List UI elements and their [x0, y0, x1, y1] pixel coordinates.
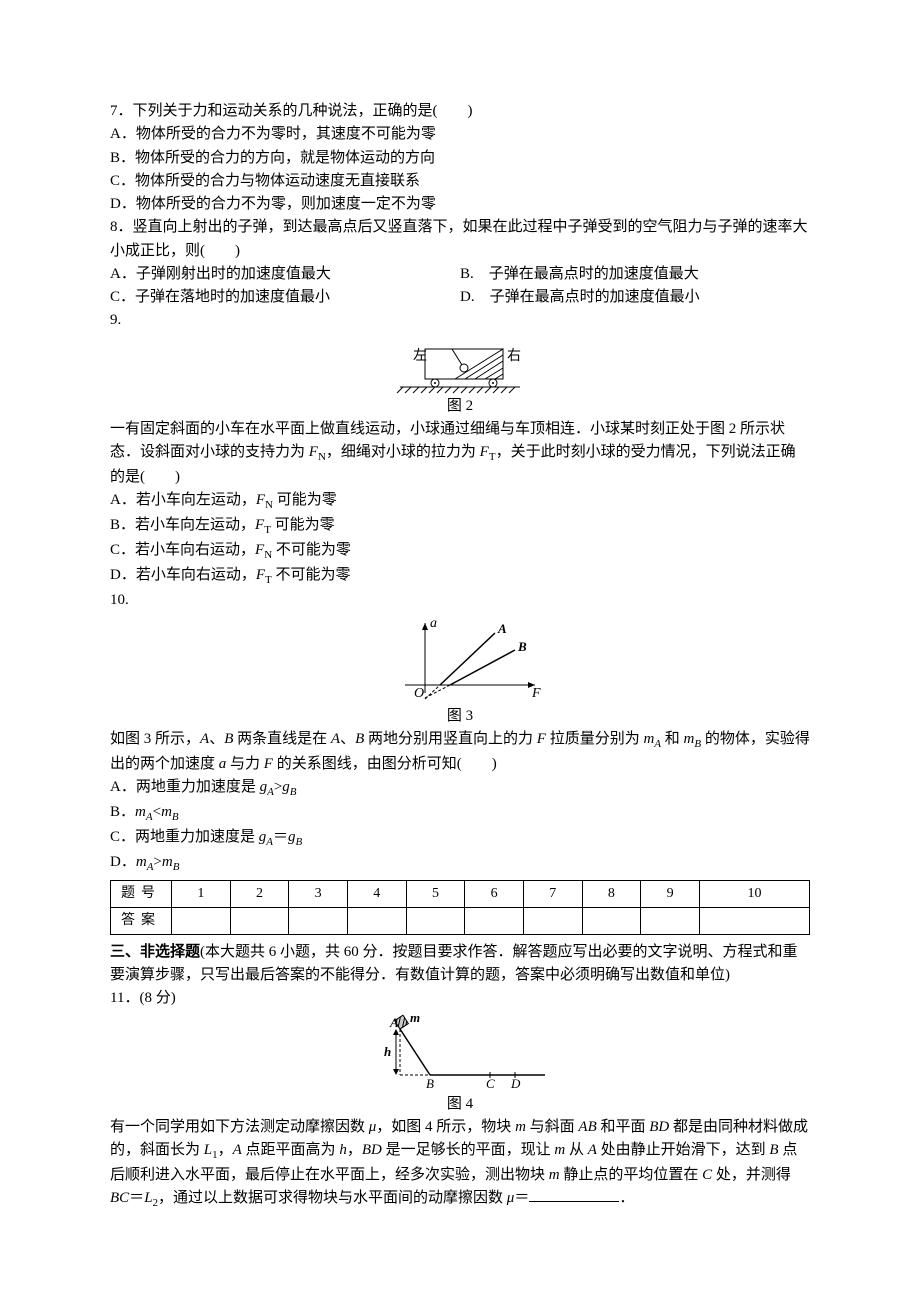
svg-text:m: m [410, 1013, 420, 1025]
svg-text:a: a [430, 616, 437, 631]
fig3-caption: 图 3 [110, 705, 810, 728]
fig4-caption: 图 4 [110, 1093, 810, 1116]
svg-text:A: A [497, 621, 507, 636]
q9-opt-d: D．若小车向右运动，FT 不可能为零 [110, 564, 810, 589]
svg-text:h: h [384, 1044, 391, 1059]
table-row: 题号 12 34 56 78 910 [111, 881, 810, 908]
q7-opt-b: B．物体所受的合力的方向，就是物体运动的方向 [110, 147, 810, 170]
q7-opt-c: C．物体所受的合力与物体运动速度无直接联系 [110, 170, 810, 193]
q11-label: 11．(8 分) [110, 987, 810, 1010]
q9-label: 9. [110, 309, 810, 332]
answer-blank[interactable] [529, 1187, 619, 1202]
q8-opt-a: A．子弹刚射出时的加速度值最大 [110, 263, 460, 286]
figure-2: 左 右 [110, 335, 810, 395]
q10-opt-a: A．两地重力加速度是 gA>gB [110, 776, 810, 801]
q8-opt-c: C．子弹在落地时的加速度值最小 [110, 286, 460, 309]
q8-opt-d: D. 子弹在最高点时的加速度值最小 [460, 286, 810, 309]
q7-opt-d: D．物体所受的合力不为零，则加速度一定不为零 [110, 193, 810, 216]
q7-stem: 7．下列关于力和运动关系的几种说法，正确的是( ) [110, 100, 810, 123]
q10-opt-b: B．mA<mB [110, 801, 810, 826]
fig2-caption: 图 2 [110, 395, 810, 418]
svg-text:B: B [426, 1076, 434, 1091]
row-head-2: 答案 [111, 908, 172, 935]
svg-text:B: B [517, 639, 527, 654]
fig2-right-label: 右 [507, 348, 521, 364]
q8-opt-b: B. 子弹在最高点时的加速度值最大 [460, 263, 810, 286]
q9-opt-a: A．若小车向左运动，FN 可能为零 [110, 489, 810, 514]
q11-stem: 有一个同学用如下方法测定动摩擦因数 μ，如图 4 所示，物块 m 与斜面 AB … [110, 1116, 810, 1213]
q10-stem: 如图 3 所示，A、B 两条直线是在 A、B 两地分别用竖直向上的力 F 拉质量… [110, 728, 810, 776]
q9-opt-c: C．若小车向右运动，FN 不可能为零 [110, 539, 810, 564]
answer-table: 题号 12 34 56 78 910 答案 [110, 880, 810, 934]
fig2-left-label: 左 [413, 348, 427, 364]
svg-text:F: F [531, 686, 541, 701]
q8-stem: 8．竖直向上射出的子弹，到达最高点后又竖直落下，如果在此过程中子弹受到的空气阻力… [110, 216, 810, 263]
q10-opt-c: C．两地重力加速度是 gA＝gB [110, 826, 810, 851]
q10-opt-d: D．mA>mB [110, 851, 810, 876]
table-row: 答案 [111, 908, 810, 935]
q9-stem: 一有固定斜面的小车在水平面上做直线运动，小球通过细绳与车顶相连．小球某时刻正处于… [110, 418, 810, 490]
svg-text:C: C [486, 1076, 495, 1091]
q10-label: 10. [110, 589, 810, 612]
q7-opt-a: A．物体所受的合力不为零时，其速度不可能为零 [110, 123, 810, 146]
figure-3: a F O A B [110, 615, 810, 705]
svg-text:A: A [389, 1015, 398, 1030]
section-3-head: 三、非选择题(本大题共 6 小题，共 60 分．按题目要求作答．解答题应写出必要… [110, 941, 810, 988]
row-head-1: 题号 [111, 881, 172, 908]
figure-4: A m h B C D [110, 1013, 810, 1093]
svg-text:O: O [414, 686, 424, 701]
svg-text:D: D [510, 1076, 521, 1091]
q9-opt-b: B．若小车向左运动，FT 可能为零 [110, 514, 810, 539]
